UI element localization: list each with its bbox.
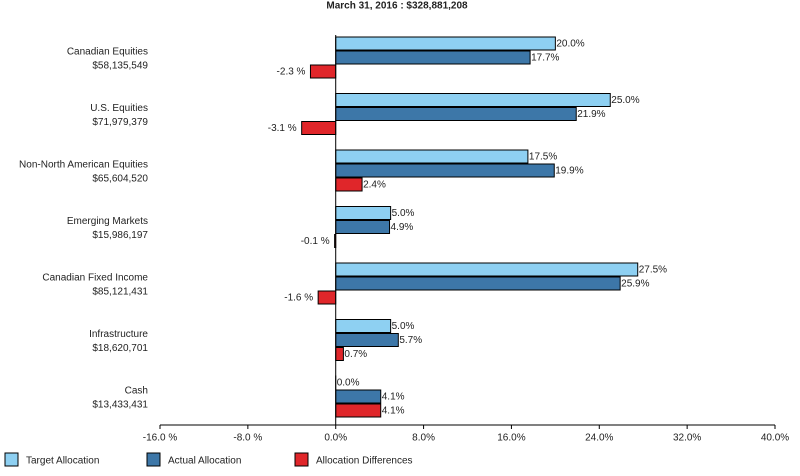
category-amount: $58,135,549 [92, 61, 148, 72]
value-label: 25.9% [621, 279, 649, 290]
bar [335, 403, 382, 418]
x-tick-label: 8.0% [412, 433, 435, 444]
value-label: 17.7% [531, 53, 559, 64]
x-tick-label: 24.0% [585, 433, 613, 444]
category-amount: $13,433,431 [92, 400, 148, 411]
category-amount: $18,620,701 [92, 343, 148, 354]
category-amount: $15,986,197 [92, 230, 148, 241]
bar [335, 50, 531, 65]
bar [335, 149, 529, 164]
value-label: 20.0% [556, 39, 584, 50]
value-label: 4.9% [391, 222, 414, 233]
value-label: 0.0% [337, 378, 360, 389]
value-label: 4.1% [382, 406, 405, 417]
value-label: 5.0% [392, 208, 415, 219]
bar [335, 389, 382, 404]
x-tick-label: 16.0% [497, 433, 525, 444]
category-label: Non-North American Equities [19, 160, 148, 171]
bar [335, 177, 363, 192]
category-amount: $71,979,379 [92, 117, 148, 128]
category-label: Cash [125, 386, 148, 397]
x-tick-label: 32.0% [673, 433, 701, 444]
bar [335, 333, 399, 347]
value-label: -0.1 % [301, 236, 330, 247]
value-label: 25.0% [611, 95, 639, 106]
legend-swatch [146, 452, 161, 467]
legend-label: Actual Allocation [168, 456, 241, 467]
value-label: 27.5% [639, 265, 667, 276]
category-amount: $85,121,431 [92, 287, 148, 298]
value-label: 5.7% [399, 335, 422, 346]
x-tick-label: -16.0 % [143, 433, 178, 444]
bar [335, 163, 555, 178]
bar [335, 36, 556, 51]
bar [335, 276, 621, 291]
value-label: 4.1% [382, 392, 405, 403]
bar [335, 347, 344, 361]
value-label: 19.9% [555, 166, 583, 177]
legend-label: Target Allocation [26, 456, 99, 467]
legend-swatch [4, 452, 19, 467]
bar [301, 121, 337, 135]
bar [335, 262, 639, 277]
value-label: 21.9% [577, 109, 605, 120]
bar [335, 206, 392, 220]
category-label: U.S. Equities [90, 103, 148, 114]
bar [335, 107, 577, 121]
category-amount: $65,604,520 [92, 174, 148, 185]
value-label: -3.1 % [268, 123, 297, 134]
bar [335, 93, 611, 107]
value-label: 17.5% [529, 152, 557, 163]
value-label: 5.0% [392, 321, 415, 332]
category-label: Canadian Fixed Income [42, 273, 148, 284]
value-label: 2.4% [363, 180, 386, 191]
bar [317, 290, 337, 305]
category-label: Infrastructure [89, 329, 148, 340]
value-label: 0.7% [344, 349, 367, 360]
value-label: -1.6 % [284, 293, 313, 304]
legend-swatch [294, 452, 309, 467]
x-tick-label: -8.0 % [233, 433, 262, 444]
x-tick-label: 40.0% [761, 433, 789, 444]
x-tick-label: 0.0% [324, 433, 347, 444]
bar [335, 220, 391, 234]
category-label: Canadian Equities [67, 47, 148, 58]
bar [335, 319, 392, 333]
chart-title: March 31, 2016 : $328,881,208 [326, 1, 468, 12]
bar [309, 64, 337, 79]
legend-label: Allocation Differences [316, 456, 413, 467]
category-label: Emerging Markets [67, 216, 148, 227]
value-label: -2.3 % [277, 67, 306, 78]
